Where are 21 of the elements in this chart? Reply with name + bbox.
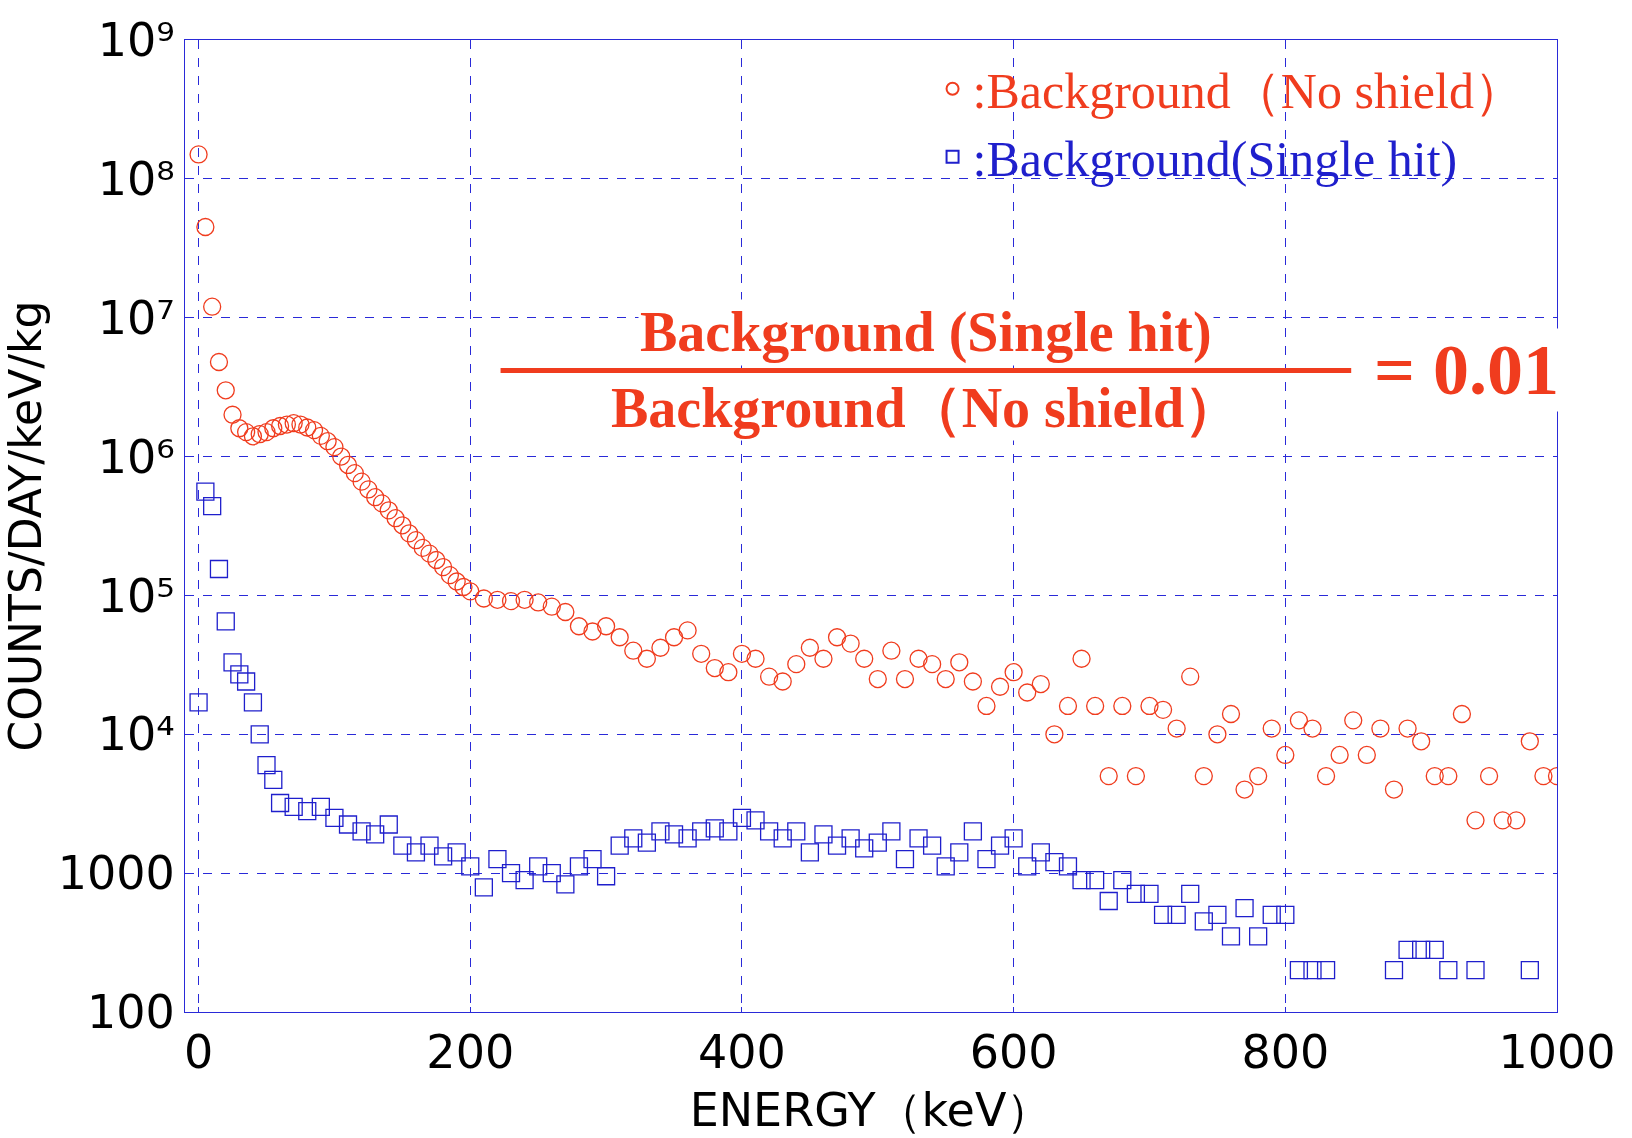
x-tick-label: 0 [183, 1025, 214, 1080]
legend-label: :Background（No shield） [972, 63, 1524, 120]
y-tick-label: 1000 [57, 846, 175, 901]
annotation: = 0.01 [1374, 330, 1560, 410]
legend-label: :Background(Single hit) [972, 131, 1458, 188]
y-tick-label: 10⁸ [97, 151, 175, 206]
x-tick-label: 800 [1241, 1025, 1330, 1080]
y-tick-label: 10⁶ [97, 429, 175, 484]
x-tick-label: 400 [698, 1025, 786, 1080]
x-tick-label: 1000 [1498, 1025, 1616, 1080]
y-tick-label: 10⁷ [97, 290, 175, 345]
annotation: Background (Single hit) [640, 301, 1212, 364]
x-tick-label: 600 [969, 1025, 1058, 1080]
x-axis-title: ENERGY（keV） [689, 1082, 1053, 1137]
x-tick-label: 200 [426, 1025, 515, 1080]
y-tick-label: 10⁵ [97, 568, 175, 623]
annotation: Background（No shield） [611, 377, 1241, 439]
y-tick-label: 100 [86, 985, 175, 1040]
y-tick-label: 10⁹ [97, 13, 175, 68]
y-axis-title: COUNTS/DAY/keV/kg [0, 300, 51, 752]
y-tick-label: 10⁴ [97, 707, 175, 762]
